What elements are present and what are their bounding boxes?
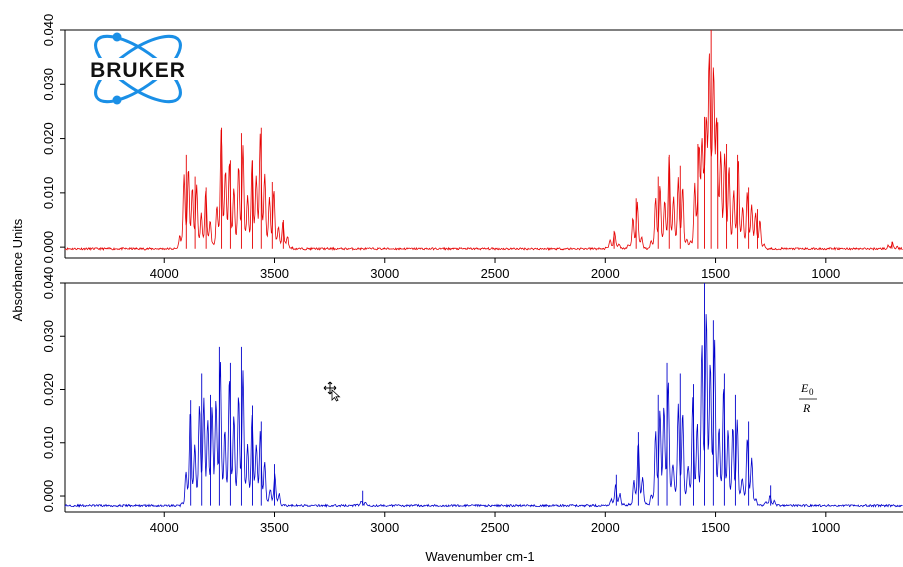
bottom-y-axis: 0.000 0.010 0.020 0.030 0.040 bbox=[41, 267, 65, 513]
top-y-tick-label: 0.020 bbox=[41, 122, 56, 155]
top-panel: 0.000 0.010 0.020 0.030 0.040 4000 3500 3000 25… bbox=[41, 14, 903, 281]
logo-text-backdrop bbox=[70, 58, 208, 80]
logo-orbit-1 bbox=[94, 34, 182, 104]
logo-dot-bottom bbox=[112, 95, 122, 105]
top-x-tick-label: 4000 bbox=[150, 266, 179, 281]
bottom-y-tick-label: 0.020 bbox=[41, 373, 56, 406]
bruker-logo: BRUKER bbox=[70, 32, 208, 105]
bottom-x-axis: 4000 3500 3000 2500 2000 1500 1000 bbox=[150, 512, 840, 535]
bottom-x-tick-label: 3000 bbox=[370, 520, 399, 535]
bottom-series-group bbox=[64, 283, 903, 508]
bottom-x-tick-label: 3500 bbox=[260, 520, 289, 535]
bottom-panel: 0.000 0.010 0.020 0.030 0.040 4000 3500 3000 25… bbox=[41, 267, 903, 535]
bottom-x-tick-label: 1500 bbox=[701, 520, 730, 535]
top-y-tick-label: 0.010 bbox=[41, 177, 56, 210]
bottom-x-tick-label: 1000 bbox=[811, 520, 840, 535]
logo-orbit-2 bbox=[94, 34, 182, 104]
bottom-x-tick-label: 2000 bbox=[591, 520, 620, 535]
y-axis-title: Absorbance Units bbox=[10, 218, 25, 321]
top-x-tick-label: 1000 bbox=[811, 266, 840, 281]
top-series-group bbox=[64, 30, 903, 252]
top-x-tick-label: 2000 bbox=[591, 266, 620, 281]
top-x-axis: 4000 3500 3000 2500 2000 1500 1000 bbox=[150, 258, 840, 281]
top-y-tick-label: 0.030 bbox=[41, 68, 56, 101]
annotation-subscript: 0 bbox=[809, 387, 814, 397]
logo-text: BRUKER bbox=[90, 59, 186, 82]
annotation-denominator: R bbox=[802, 401, 811, 415]
bottom-y-tick-label: 0.040 bbox=[41, 267, 56, 300]
x-axis-title: Wavenumber cm-1 bbox=[425, 549, 534, 564]
bottom-y-tick-label: 0.030 bbox=[41, 320, 56, 353]
top-x-tick-label: 1500 bbox=[701, 266, 730, 281]
bottom-y-tick-label: 0.000 bbox=[41, 480, 56, 513]
bottom-y-tick-label: 0.010 bbox=[41, 426, 56, 459]
top-y-axis: 0.000 0.010 0.020 0.030 0.040 bbox=[41, 14, 65, 264]
logo-dot-top bbox=[112, 32, 122, 42]
fraction-annotation: E 0 R bbox=[799, 381, 817, 415]
top-x-tick-label: 3000 bbox=[370, 266, 399, 281]
top-x-tick-label: 2500 bbox=[481, 266, 510, 281]
top-y-tick-label: 0.000 bbox=[41, 231, 56, 264]
bottom-x-tick-label: 4000 bbox=[150, 520, 179, 535]
top-y-tick-label: 0.040 bbox=[41, 14, 56, 47]
bottom-spectrum-line bbox=[64, 314, 903, 508]
bottom-x-tick-label: 2500 bbox=[481, 520, 510, 535]
top-spectrum-line bbox=[64, 53, 903, 252]
move-cursor-icon bbox=[323, 381, 341, 402]
annotation-numerator: E bbox=[800, 381, 809, 395]
top-x-tick-label: 3500 bbox=[260, 266, 289, 281]
